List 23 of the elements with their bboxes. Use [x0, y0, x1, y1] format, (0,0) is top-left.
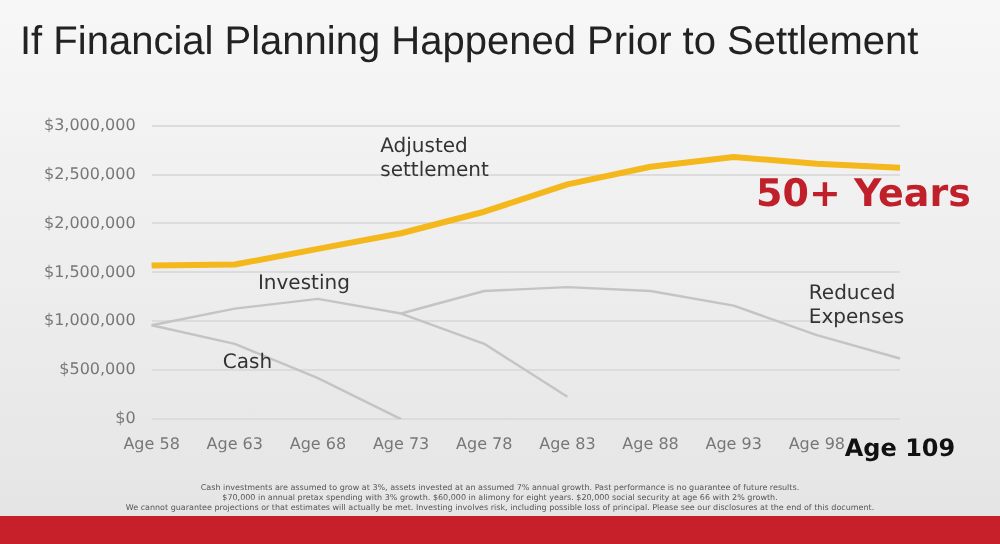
x-tick-label: Age 109: [844, 433, 956, 462]
y-tick-label: $1,500,000: [43, 262, 136, 281]
x-tick-label: Age 73: [372, 434, 430, 453]
x-tick-label: Age 78: [456, 434, 513, 453]
y-tick-label: $2,500,000: [43, 164, 136, 183]
y-tick-label: $1,000,000: [43, 311, 136, 330]
y-tick-label: $0: [115, 409, 136, 428]
series-label: Investing: [257, 272, 350, 295]
x-tick-label: Age 93: [705, 434, 762, 453]
chart-title: If Financial Planning Happened Prior to Settlement: [20, 20, 919, 66]
series-label: Reduced Expenses: [808, 283, 905, 330]
x-tick-label: Age 58: [123, 434, 180, 453]
series-label: Adjusted settlement: [380, 135, 489, 182]
x-tick-label: Age 63: [206, 434, 263, 453]
series-label: Cash: [222, 351, 273, 374]
y-tick-label: $2,000,000: [43, 213, 136, 232]
y-tick-label: $500,000: [59, 360, 136, 379]
x-tick-label: Age 88: [622, 434, 679, 453]
x-tick-label: Age 83: [539, 434, 596, 453]
annotation: 50+ Years: [756, 172, 971, 216]
x-tick-label: Age 98: [788, 434, 846, 453]
y-tick-label: $3,000,000: [43, 115, 136, 134]
x-tick-label: Age 68: [289, 434, 347, 453]
